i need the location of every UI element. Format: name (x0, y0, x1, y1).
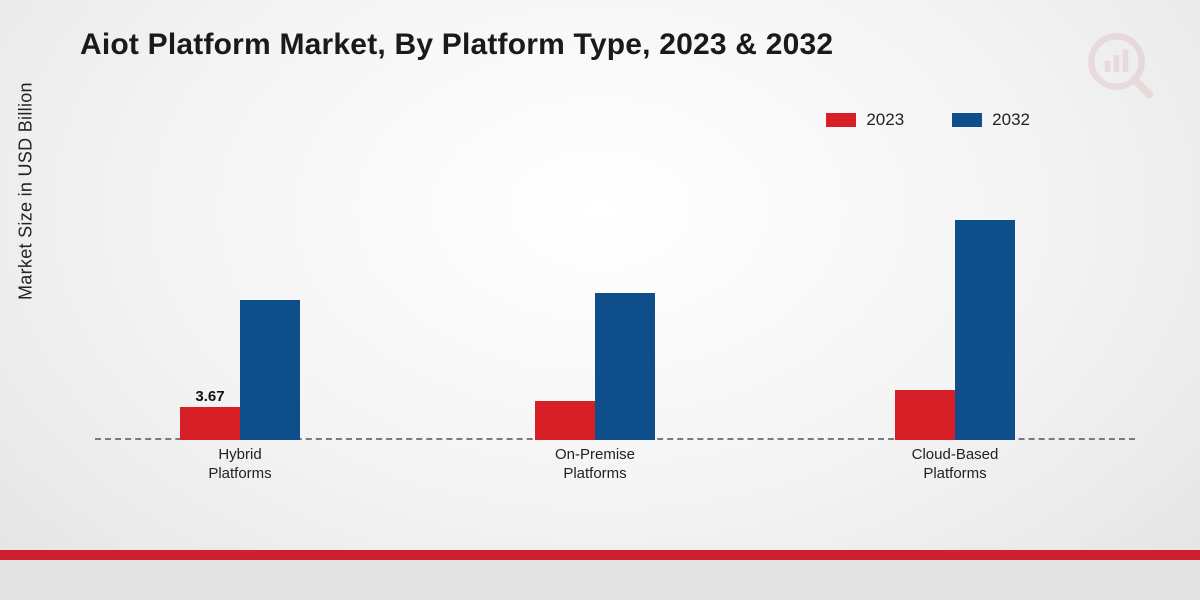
x-label: Cloud-Based Platforms (855, 446, 1055, 484)
bar-value-label (889, 388, 961, 390)
bar-group-hybrid: 3.67 (140, 300, 340, 441)
legend-label: 2032 (992, 110, 1030, 130)
y-axis-label: Market Size in USD Billion (16, 82, 37, 300)
footer-red-bar (0, 550, 1200, 560)
legend-item-2023: 2023 (826, 110, 904, 130)
chart-title: Aiot Platform Market, By Platform Type, … (80, 28, 833, 62)
legend: 2023 2032 (826, 110, 1030, 130)
chart-container: Aiot Platform Market, By Platform Type, … (0, 0, 1200, 600)
bar-value-label (589, 291, 661, 293)
bar-2023 (535, 401, 595, 440)
brand-logo-icon (1085, 30, 1155, 100)
bar-2032 (240, 300, 300, 441)
legend-swatch (952, 113, 982, 127)
plot-area: 3.67 (95, 150, 1135, 440)
bar-2032 (595, 293, 655, 440)
bar-value-label (234, 298, 306, 300)
legend-swatch (826, 113, 856, 127)
x-axis-labels: Hybrid Platforms On-Premise Platforms Cl… (95, 446, 1135, 506)
x-label: Hybrid Platforms (140, 446, 340, 484)
bar-value-label (949, 218, 1021, 220)
bar-2032 (955, 220, 1015, 440)
bar-value-label (529, 399, 601, 401)
legend-item-2032: 2032 (952, 110, 1030, 130)
legend-label: 2023 (866, 110, 904, 130)
bar-group-onpremise (495, 293, 695, 440)
bar-2023 (895, 390, 955, 440)
bar-group-cloud (855, 220, 1055, 440)
x-label: On-Premise Platforms (495, 446, 695, 484)
footer-gray-bar (0, 560, 1200, 600)
bar-2023: 3.67 (180, 407, 240, 440)
bar-value-label: 3.67 (174, 388, 246, 407)
